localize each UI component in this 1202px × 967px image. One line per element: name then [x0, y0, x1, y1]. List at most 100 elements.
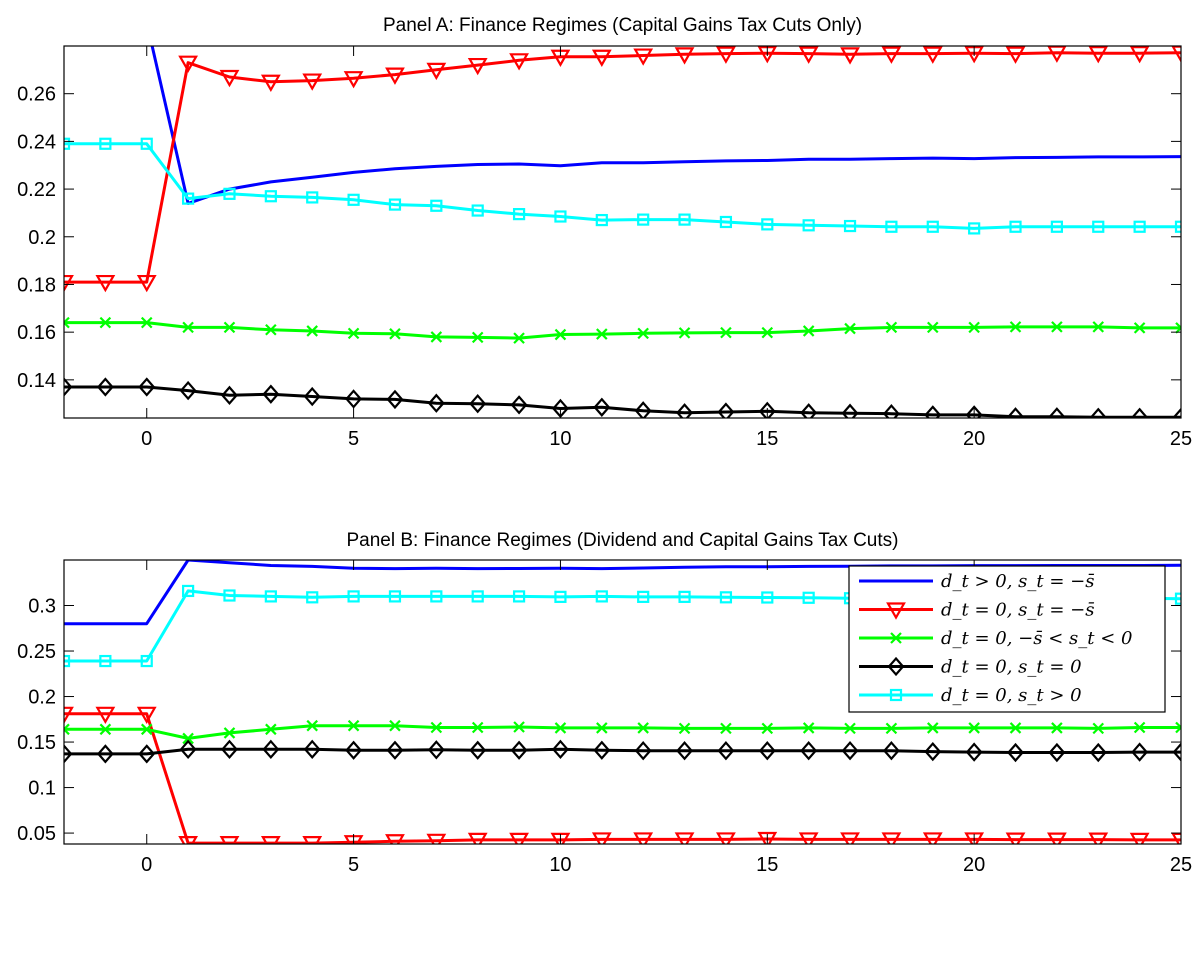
triangle-marker [95, 274, 116, 293]
legend-label: d_t = 0, −s̄ < s_t < 0 [941, 628, 1132, 649]
x-marker [844, 722, 856, 735]
data-point [800, 403, 818, 418]
diamond-marker [427, 393, 445, 413]
x-marker [1051, 722, 1063, 734]
triangle-marker [1088, 832, 1109, 844]
diamond-marker [345, 740, 363, 760]
data-point [798, 832, 819, 844]
data-point [178, 835, 199, 844]
triangle-marker [716, 832, 736, 844]
data-point [302, 73, 323, 91]
data-point [637, 590, 650, 603]
triangle-marker [302, 835, 323, 844]
y-tick-label: 0.24 [17, 131, 56, 153]
diamond-marker [221, 385, 238, 406]
series-line [64, 142, 1181, 230]
data-point [674, 832, 695, 844]
data-point [882, 741, 900, 761]
triangle-marker [840, 47, 860, 65]
y-tick-label: 0.26 [17, 84, 56, 106]
plot-frame [63, 45, 1182, 419]
data-point [1175, 721, 1181, 734]
data-point [964, 832, 985, 844]
data-point [471, 590, 484, 603]
data-point [1175, 322, 1181, 334]
data-point [1131, 742, 1149, 762]
data-point [761, 326, 774, 339]
x-marker [99, 723, 112, 736]
data-point [678, 590, 691, 603]
data-point [64, 654, 71, 668]
data-point [761, 218, 774, 231]
data-point [596, 722, 608, 734]
diamond-marker [965, 405, 983, 418]
data-point [221, 739, 238, 760]
series-s4 [64, 739, 1181, 764]
data-point [676, 403, 694, 418]
data-point [717, 402, 735, 418]
x-marker [927, 321, 939, 334]
data-point [264, 590, 277, 603]
diamond-marker [551, 739, 569, 760]
x-marker [802, 325, 815, 337]
x-marker [1133, 322, 1146, 334]
triangle-marker [591, 832, 612, 844]
x-marker [720, 722, 732, 735]
data-point [306, 325, 318, 337]
data-point [219, 835, 240, 844]
data-point [1088, 832, 1109, 844]
data-point [264, 190, 277, 203]
data-point [841, 403, 859, 418]
x-marker [99, 316, 112, 329]
triangle-marker [633, 832, 654, 844]
data-point [927, 321, 939, 334]
triangle-marker [922, 46, 943, 64]
series-s4 [64, 377, 1181, 418]
y-tick-label: 0.25 [17, 641, 56, 663]
data-point [467, 57, 488, 76]
triangle-marker [136, 274, 157, 293]
data-point [717, 741, 735, 761]
x-tick-label: 5 [348, 428, 359, 450]
series-line [64, 747, 1181, 756]
triangle-marker [260, 74, 281, 92]
x-marker [1175, 721, 1181, 734]
data-point [637, 327, 649, 340]
data-point [430, 331, 443, 343]
diamond-marker [634, 741, 652, 761]
square-marker [512, 208, 526, 221]
diamond-marker [841, 741, 859, 761]
data-point [138, 377, 156, 397]
triangle-marker [178, 55, 199, 73]
chart-title: Panel A: Finance Regimes (Capital Gains … [383, 15, 862, 36]
data-point [306, 719, 318, 732]
data-point [140, 137, 153, 150]
data-point [885, 722, 898, 735]
y-tick-label: 0.2 [28, 227, 56, 249]
data-point [881, 832, 902, 844]
diamond-marker [262, 739, 280, 760]
x-marker [265, 323, 277, 336]
plot-area [64, 46, 1181, 418]
data-point [678, 722, 691, 735]
y-tick-label: 0.05 [17, 823, 56, 845]
series-s5 [64, 137, 1181, 235]
square-marker [719, 591, 733, 604]
x-marker [347, 719, 360, 732]
x-marker [223, 727, 236, 739]
triangle-marker [426, 833, 447, 844]
legend-entry-s2: d_t = 0, s_t = −s̄ [859, 600, 1095, 621]
x-marker [885, 321, 898, 334]
square-marker [1050, 220, 1063, 233]
data-point [347, 193, 360, 206]
data-point [678, 213, 691, 226]
diamond-marker [96, 744, 114, 764]
data-point [922, 46, 943, 64]
diamond-marker [924, 405, 942, 418]
square-marker [182, 584, 195, 598]
triangle-marker [886, 602, 906, 620]
triangle-marker [633, 48, 654, 66]
diamond-marker [887, 656, 905, 677]
data-point [924, 741, 942, 762]
